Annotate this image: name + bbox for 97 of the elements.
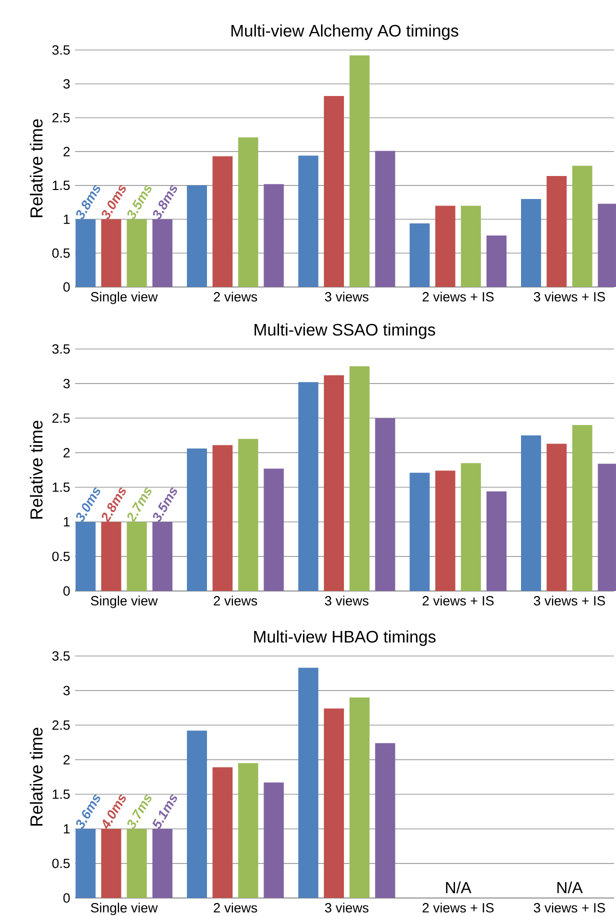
y-tick-label: 1.5 bbox=[52, 180, 70, 190]
y-tick-label: 1.5 bbox=[52, 790, 70, 799]
bar bbox=[76, 522, 96, 591]
x-tick-label: 3 views bbox=[325, 596, 368, 606]
bar bbox=[350, 55, 370, 287]
bar bbox=[264, 184, 284, 287]
bar bbox=[186, 185, 207, 287]
bar bbox=[546, 176, 567, 287]
y-tick-label: 2.5 bbox=[52, 413, 70, 423]
bar bbox=[264, 782, 284, 898]
bar bbox=[152, 219, 172, 287]
y-tick-label: 2 bbox=[64, 448, 70, 458]
x-tick-label: Single view bbox=[90, 902, 158, 916]
bar bbox=[572, 166, 592, 287]
y-tick-label: 2 bbox=[64, 146, 70, 156]
y-tick-label: 1 bbox=[64, 214, 70, 224]
y-tick-label: 3.5 bbox=[52, 45, 70, 55]
bar bbox=[238, 137, 258, 287]
bar bbox=[546, 444, 567, 591]
x-tick-label: Single view bbox=[90, 292, 158, 304]
y-tick-label: 1 bbox=[64, 824, 70, 834]
bar bbox=[126, 828, 147, 898]
bar bbox=[212, 445, 233, 591]
y-tick-label: 3 bbox=[63, 378, 70, 388]
bar bbox=[298, 668, 318, 898]
bar bbox=[238, 763, 258, 898]
y-tick-label: 0.5 bbox=[52, 858, 70, 868]
annotation: N/A bbox=[557, 882, 583, 894]
x-tick-label: 3 views bbox=[325, 902, 368, 912]
x-tick-label: 2 views + IS bbox=[422, 292, 494, 302]
x-tick-label: 3 views bbox=[325, 292, 368, 302]
x-tick-label: 3 views + IS bbox=[534, 292, 605, 302]
bar bbox=[521, 435, 542, 591]
x-tick-label: 2 views bbox=[214, 596, 258, 606]
y-axis-title: Relative time bbox=[30, 119, 43, 218]
bar bbox=[101, 522, 122, 591]
bar bbox=[410, 223, 430, 287]
bar bbox=[152, 828, 172, 898]
chart-title: Multi-view HBAO timings bbox=[254, 630, 436, 646]
y-tick-label: 2.5 bbox=[52, 113, 70, 122]
bar bbox=[152, 522, 172, 591]
bar bbox=[298, 156, 318, 287]
bar bbox=[212, 156, 233, 287]
chart-title: Multi-view Alchemy AO timings bbox=[231, 24, 458, 40]
bar bbox=[101, 828, 122, 898]
bar bbox=[435, 206, 456, 287]
y-tick-label: 0.5 bbox=[52, 552, 70, 562]
bar bbox=[324, 708, 344, 898]
y-tick-label: 3.5 bbox=[52, 651, 70, 661]
bar bbox=[435, 470, 456, 591]
bar bbox=[572, 425, 592, 591]
y-tick-label: 1.5 bbox=[52, 482, 70, 492]
chart-title: Multi-view SSAO timings bbox=[254, 323, 436, 339]
bar bbox=[264, 468, 284, 591]
x-tick-label: 3 views + IS bbox=[534, 902, 605, 912]
bar bbox=[375, 418, 396, 591]
bar bbox=[101, 219, 122, 287]
bar bbox=[76, 828, 96, 898]
bar bbox=[486, 491, 507, 591]
y-tick-label: 0 bbox=[63, 282, 70, 292]
x-tick-label: Single view bbox=[90, 596, 158, 608]
bar bbox=[486, 236, 507, 287]
bar bbox=[521, 198, 542, 287]
bar bbox=[324, 375, 344, 591]
bar bbox=[238, 438, 258, 591]
bar bbox=[460, 206, 481, 287]
y-tick-label: 1 bbox=[64, 517, 70, 526]
y-tick-label: 3 bbox=[63, 686, 70, 696]
bar bbox=[186, 730, 207, 898]
x-tick-label: 3 views + IS bbox=[534, 596, 605, 606]
y-axis-title: Relative time bbox=[30, 728, 43, 826]
annotation: N/A bbox=[446, 882, 472, 894]
bar bbox=[375, 150, 396, 287]
y-tick-label: 2.5 bbox=[52, 720, 70, 730]
bar bbox=[76, 219, 96, 287]
bar bbox=[298, 382, 318, 591]
bar bbox=[212, 767, 233, 898]
x-tick-label: 2 views + IS bbox=[422, 902, 494, 912]
bar bbox=[460, 463, 481, 591]
y-tick-label: 2 bbox=[64, 755, 70, 764]
bar bbox=[324, 96, 344, 287]
x-tick-label: 2 views bbox=[214, 902, 258, 912]
y-tick-label: 0 bbox=[63, 893, 70, 903]
bar bbox=[126, 219, 147, 287]
x-tick-label: 2 views bbox=[214, 292, 258, 302]
bar bbox=[375, 743, 396, 898]
y-tick-label: 0 bbox=[63, 586, 70, 596]
y-tick-label: 3.5 bbox=[52, 344, 70, 354]
bar bbox=[186, 448, 207, 591]
bar bbox=[126, 522, 147, 591]
bar bbox=[410, 472, 430, 591]
bar bbox=[350, 697, 370, 898]
bar bbox=[350, 366, 370, 591]
x-tick-label: 2 views + IS bbox=[422, 596, 494, 606]
y-axis-title: Relative time bbox=[30, 420, 43, 519]
y-tick-label: 3 bbox=[63, 79, 70, 89]
y-tick-label: 0.5 bbox=[52, 248, 70, 258]
